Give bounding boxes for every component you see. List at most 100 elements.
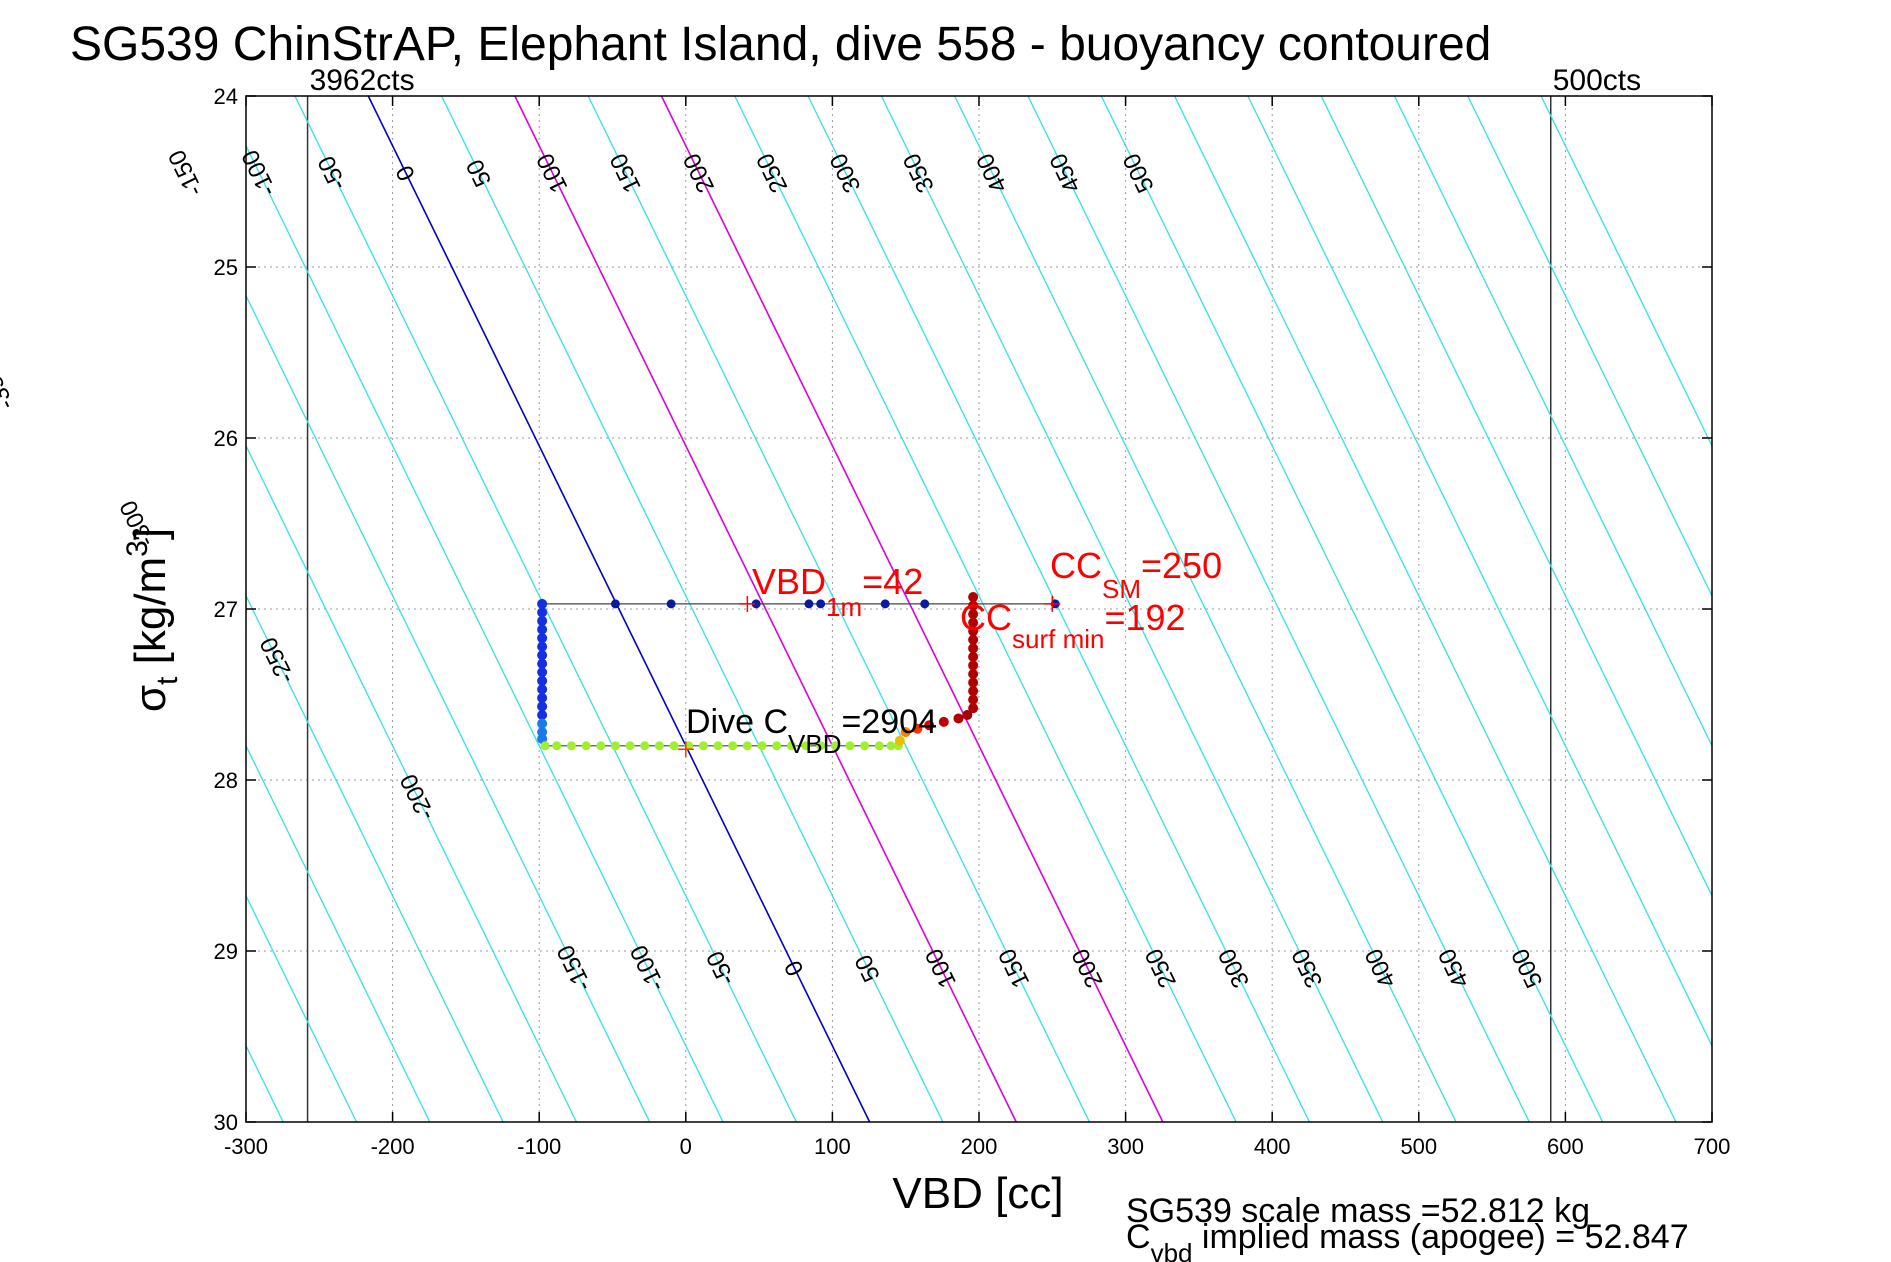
dive-c-vbd-tail: =2904 <box>842 703 938 741</box>
contour-line <box>807 96 1311 1122</box>
dive-point-ascent <box>968 617 979 628</box>
dive-point-surface <box>880 599 890 609</box>
dive-point-apogee <box>610 741 620 751</box>
implied-mass-sub: vbd <box>1151 1238 1193 1262</box>
dive-point-descent <box>537 718 548 729</box>
dive-point-surface <box>751 599 761 609</box>
dive-point-ascent <box>968 643 979 654</box>
vbd-1m-annotation: VBD1m=42 <box>752 561 923 622</box>
y-axis-label-unit: [kg/m <box>126 557 175 677</box>
x-tick-label: 400 <box>1254 1134 1291 1159</box>
x-tick-label: -300 <box>224 1134 268 1159</box>
reference-markers <box>677 595 1061 758</box>
limit-line-label: 500cts <box>1553 64 1641 97</box>
dive-point-descent <box>537 598 548 609</box>
x-tick-label: -100 <box>517 1134 561 1159</box>
limit-line-label: 3962cts <box>310 64 415 97</box>
dive-point-transition <box>912 723 923 734</box>
dive-point-transition <box>924 720 935 731</box>
contour-line <box>1320 96 1712 898</box>
scale-mass-text: SG539 scale mass =52.812 kg <box>1126 1192 1590 1230</box>
dive-point-apogee <box>816 741 826 751</box>
dive-point-apogee <box>874 741 884 751</box>
dive-point-apogee <box>845 741 855 751</box>
dive-point-descent <box>537 615 548 626</box>
dive-point-ascent <box>968 660 979 671</box>
dive-point-descent <box>537 658 548 669</box>
dive-point-ascent <box>968 592 979 603</box>
contour-line <box>1393 96 1712 748</box>
dive-point-descent <box>537 641 548 652</box>
dive-point-descent <box>537 692 548 703</box>
y-axis-label-close: ] <box>126 528 175 540</box>
dive-point-surface <box>804 599 814 609</box>
y-tick-label: 29 <box>214 939 238 964</box>
dive-point-ascent <box>968 686 979 697</box>
x-tick-label: -200 <box>371 1134 415 1159</box>
cc-sm-tail: =250 <box>1141 545 1222 586</box>
dive-point-apogee <box>772 741 782 751</box>
limit-lines: 3962cts 500cts <box>306 64 1641 1122</box>
dive-point-transition <box>900 727 911 738</box>
cc-sm-main: CC <box>1050 545 1102 586</box>
dive-point-apogee <box>596 741 606 751</box>
contour-line <box>880 96 1384 1122</box>
dive-point-apogee <box>698 741 708 751</box>
contour-line <box>1100 96 1604 1122</box>
contour-line <box>954 96 1457 1122</box>
dive-point-apogee <box>801 741 811 751</box>
dive-point-ascent <box>968 668 979 679</box>
dive-point-descent <box>537 607 548 618</box>
dive-point-apogee <box>581 741 591 751</box>
dive-point-apogee <box>757 741 767 751</box>
x-tick-label: 0 <box>680 1134 692 1159</box>
dive-point-ascent <box>968 694 979 705</box>
dive-point-ascent <box>968 609 979 620</box>
dive-point-ascent <box>968 703 979 714</box>
implied-mass-main: C <box>1126 1218 1151 1256</box>
highlight-contour-line <box>660 96 1164 1122</box>
dive-c-vbd-main: Dive C <box>686 703 788 741</box>
cc-surf-annotation: CCsurf min=192 <box>960 597 1186 654</box>
y-tick-label: 25 <box>214 255 238 280</box>
dive-point-surface <box>610 599 620 609</box>
dive-point-transition <box>953 713 964 724</box>
dive-point-surface <box>666 599 676 609</box>
dive-c-vbd-annotation: Dive CVBD=2904 <box>686 703 937 759</box>
dive-point-apogee <box>728 741 738 751</box>
contour-line <box>1467 96 1712 598</box>
dive-point-surface <box>920 599 930 609</box>
chart-title: SG539 ChinStrAP, Elephant Island, dive 5… <box>70 18 1491 71</box>
y-axis-label-sup: 3 <box>121 540 154 557</box>
contour-line <box>440 96 944 1122</box>
y-tick-label: 26 <box>214 426 238 451</box>
dive-point-apogee <box>886 741 896 751</box>
dive-point-ascent <box>968 634 979 645</box>
dive-points <box>537 592 1060 751</box>
implied-mass-text: Cvbd implied mass (apogee) = 52.847 <box>1126 1218 1689 1262</box>
dive-point-ascent <box>968 651 979 662</box>
contour-line <box>246 894 358 1122</box>
dive-point-apogee <box>713 741 723 751</box>
y-axis-label: σt [kg/m3] <box>121 528 184 712</box>
dive-point-surface <box>816 599 826 609</box>
dive-point-descent <box>537 667 548 678</box>
cc-sm-annotation: CCSM=250 <box>1050 545 1222 604</box>
x-tick-label: 600 <box>1547 1134 1584 1159</box>
vbd-1m-main: VBD <box>752 561 826 602</box>
x-tick-label: 100 <box>814 1134 851 1159</box>
dive-point-apogee <box>640 741 650 751</box>
implied-mass-tail: implied mass (apogee) = 52.847 <box>1192 1218 1688 1256</box>
contour-line <box>246 444 578 1122</box>
dive-point-descent <box>537 650 548 661</box>
dive-point-apogee <box>742 741 752 751</box>
x-tick-label: 300 <box>1107 1134 1144 1159</box>
y-tick-label: 28 <box>214 768 238 793</box>
dive-point-transition <box>938 716 949 727</box>
y-axis-label-symbol: σ <box>126 685 175 712</box>
dive-point-descent <box>537 633 548 644</box>
dive-point-ascent <box>968 677 979 688</box>
dive-point-apogee <box>625 741 635 751</box>
contour-line <box>1027 96 1530 1122</box>
x-tick-label: 200 <box>961 1134 998 1159</box>
